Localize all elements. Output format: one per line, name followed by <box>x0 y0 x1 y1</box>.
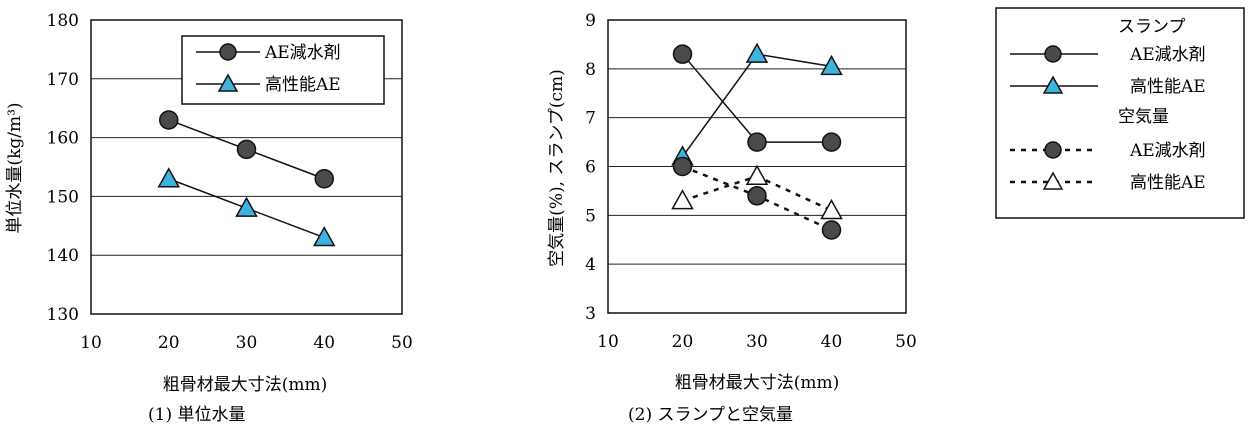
chart1-caption: (1) 単位水量 <box>148 405 245 425</box>
y-tick-label: 130 <box>47 305 79 325</box>
y-tick-label: 6 <box>585 158 596 178</box>
chart2-legend-label-air-ae: AE減水剤 <box>1129 141 1206 161</box>
y-tick-label: 170 <box>47 70 79 90</box>
chart1-legend-label-ae: AE減水剤 <box>264 43 341 63</box>
chart2-legend: スランプ AE減水剤 高性能AE 空気量 AE減水剤 高性能AE <box>995 7 1245 219</box>
data-point-circle <box>672 44 693 64</box>
chart2-ylabel: 空気量(%), スランプ(cm) <box>547 69 567 267</box>
y-tick-label: 180 <box>47 11 79 31</box>
chart1-legend-box <box>181 35 385 105</box>
chart1-x-ticks: 10 20 30 40 50 <box>80 333 413 353</box>
chart1-plot-frame <box>90 19 403 315</box>
data-point-triangle <box>235 196 258 217</box>
x-tick-label: 50 <box>895 332 917 352</box>
x-tick-label: 20 <box>672 332 694 352</box>
chart2-caption: (2) スランプと空気量 <box>628 405 793 425</box>
chart2-legend-group-air: 空気量 <box>1118 107 1169 127</box>
y-tick-label: 9 <box>585 11 596 31</box>
y-tick-label: 7 <box>585 109 596 129</box>
x-tick-label: 20 <box>158 333 180 353</box>
chart2-series <box>671 42 843 240</box>
x-tick-label: 50 <box>391 333 413 353</box>
data-point-triangle <box>745 164 769 186</box>
chart2-x-ticks: 10 20 30 40 50 <box>597 332 917 352</box>
x-tick-label: 40 <box>821 332 843 352</box>
chart2-y-ticks: 3 4 5 6 7 8 9 <box>585 11 596 324</box>
chart2-legend-box <box>995 7 1245 219</box>
data-point-triangle <box>671 189 694 210</box>
chart1-y-ticks: 130 140 150 160 170 180 <box>47 11 79 325</box>
x-tick-label: 30 <box>236 333 258 353</box>
y-tick-label: 3 <box>585 304 596 324</box>
chart-slump-air: 3 4 5 6 7 8 9 10 20 30 40 50 空気量(%), スランプ(cm) 粗骨材最… <box>547 11 917 425</box>
series-line <box>681 53 832 143</box>
data-point-circle <box>314 169 334 189</box>
data-point-triangle <box>312 226 336 247</box>
chart2-legend-triangle-marker <box>1042 75 1064 94</box>
chart2-legend-circle-marker-air <box>1044 141 1062 159</box>
y-tick-label: 160 <box>47 129 79 149</box>
data-point-circle <box>672 156 693 177</box>
chart-unit-water: 130 140 150 160 170 180 10 20 30 40 50 単位水量(kg/m³… <box>5 11 413 425</box>
y-tick-label: 150 <box>47 187 79 207</box>
data-point-triangle <box>820 198 843 220</box>
chart1-series <box>157 110 336 247</box>
y-tick-label: 8 <box>585 60 596 80</box>
data-point-triangle <box>745 42 769 63</box>
x-tick-label: 10 <box>597 332 619 352</box>
chart2-legend-open-triangle-marker <box>1042 171 1064 190</box>
y-tick-label: 5 <box>585 206 596 226</box>
data-point-circle <box>821 220 842 240</box>
chart1-legend-circle-marker <box>219 43 237 61</box>
y-tick-label: 4 <box>585 255 596 275</box>
data-point-circle <box>159 110 179 130</box>
chart2-legend-label-slump-ae: AE減水剤 <box>1129 45 1206 65</box>
chart1-gridlines <box>91 78 402 256</box>
data-point-circle <box>747 132 767 152</box>
x-tick-label: 30 <box>746 332 768 352</box>
chart1-legend-label-hp: 高性能AE <box>265 75 341 95</box>
chart1-ylabel: 単位水量(kg/m³) <box>5 102 25 233</box>
chart2-plot-frame <box>607 19 907 314</box>
chart2-xlabel: 粗骨材最大寸法(mm) <box>675 373 840 393</box>
chart2-legend-circle-marker <box>1044 45 1062 63</box>
data-point-circle <box>747 186 767 206</box>
data-point-circle <box>236 139 257 160</box>
data-point-triangle <box>820 54 843 76</box>
chart2-legend-label-slump-hp: 高性能AE <box>1130 77 1206 97</box>
data-point-triangle <box>157 167 181 188</box>
chart2-legend-group-slump: スランプ <box>1118 17 1186 37</box>
chart1-legend-triangle-marker <box>217 73 239 92</box>
x-tick-label: 40 <box>313 333 335 353</box>
chart2-legend-label-air-hp: 高性能AE <box>1130 173 1206 193</box>
chart1-xlabel: 粗骨材最大寸法(mm) <box>163 375 328 395</box>
data-point-circle <box>821 132 842 152</box>
x-tick-label: 10 <box>80 333 102 353</box>
chart1-legend: AE減水剤 高性能AE <box>181 35 385 105</box>
y-tick-label: 140 <box>47 246 79 266</box>
